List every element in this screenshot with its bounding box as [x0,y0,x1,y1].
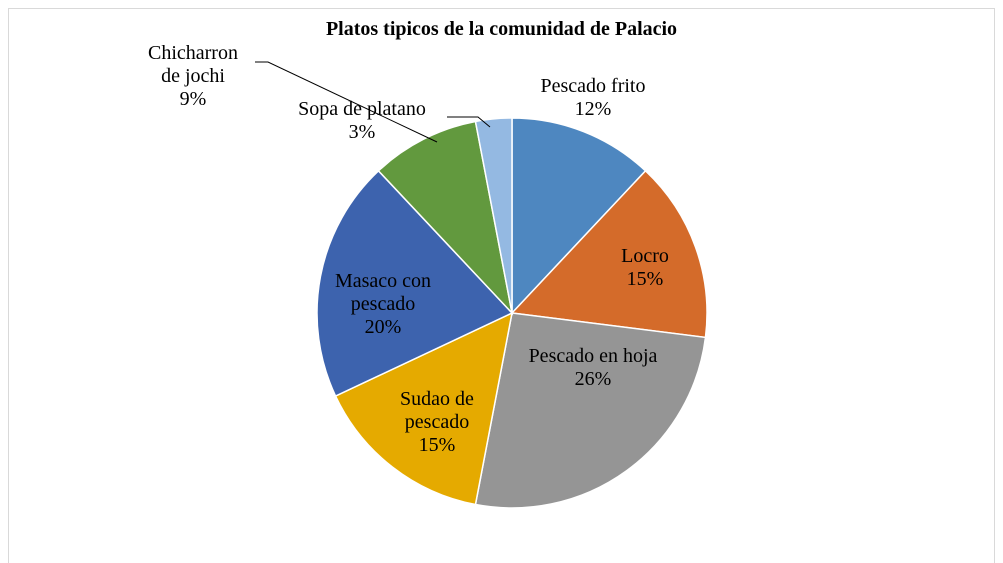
pie-slice [377,120,514,316]
category-label: Chicharron de jochi [148,42,238,87]
chart-title: Platos tipicos de la comunidad de Palaci… [325,18,678,40]
category-label: Locro [621,245,669,267]
value-label: 26% [574,368,612,390]
pie-slice [474,312,707,509]
value-label: 20% [364,316,402,338]
category-label: Sopa de platano [298,98,426,120]
category-label: Sudao de pescado [400,388,474,433]
value-label: 12% [574,98,612,120]
data-label: Pescado en hoja 26% [498,345,688,391]
value-label: 9% [179,88,207,110]
pie-slice [510,169,708,339]
leader-line [447,116,491,128]
data-label: Pescado frito 12% [508,75,678,121]
category-label: Pescado frito [540,75,646,97]
value-label: 3% [348,121,376,143]
pie-slice [316,169,514,398]
data-label: Locro 15% [605,245,685,291]
data-label: Sopa de platano 3% [272,98,452,144]
value-label: 15% [418,434,456,456]
data-label: Chicharron de jochi 9% [143,42,243,111]
data-label: Masaco con pescado 20% [328,270,438,339]
pie-slice [334,311,514,506]
value-label: 15% [626,268,664,290]
pie-slice [474,117,513,314]
leader-line [255,61,438,143]
category-label: Masaco con pescado [334,270,432,315]
category-label: Pescado en hoja [528,345,658,367]
pie-slice [511,117,647,315]
data-label: Sudao de pescado 15% [382,388,492,457]
